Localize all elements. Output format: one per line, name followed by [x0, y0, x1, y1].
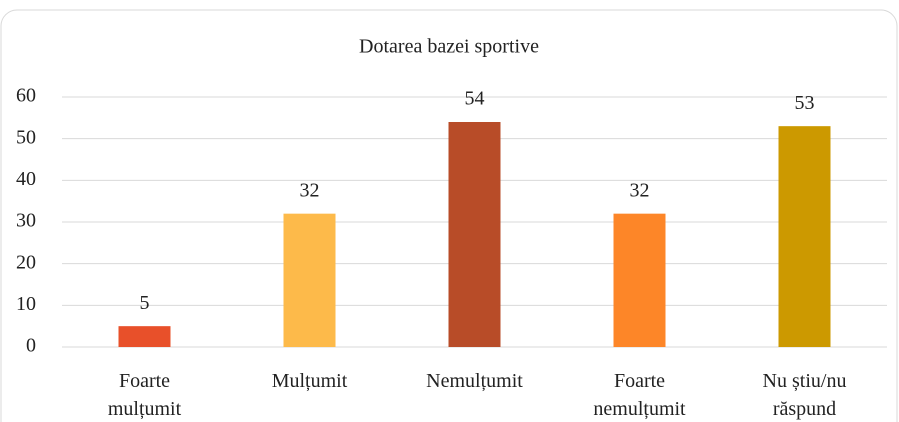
y-tick-label: 10: [16, 293, 36, 315]
bar: [283, 213, 336, 347]
bar: [613, 213, 666, 347]
x-tick-label: Foarte nemulțumit: [593, 370, 686, 420]
data-label: 53: [795, 92, 815, 114]
data-label: 32: [630, 179, 650, 201]
x-tick-label: Nu știu/nu răspund: [763, 370, 847, 420]
bar: [448, 122, 501, 347]
y-tick-label: 50: [16, 126, 36, 148]
x-tick-label: Mulțumit: [272, 370, 348, 392]
data-label: 5: [140, 292, 150, 314]
y-tick-label: 40: [16, 168, 36, 190]
x-tick-label: Foarte mulțumit: [108, 370, 182, 420]
y-tick-label: 0: [26, 335, 36, 357]
chart-title: Dotarea bazei sportive: [359, 36, 539, 58]
data-label: 54: [465, 88, 485, 110]
y-tick-label: 20: [16, 251, 36, 273]
x-tick-label: Nemulțumit: [426, 370, 523, 392]
y-tick-label: 60: [16, 85, 36, 107]
y-tick-label: 30: [16, 210, 36, 232]
bar: [778, 126, 831, 348]
data-label: 32: [300, 179, 320, 201]
bar: [118, 326, 171, 347]
